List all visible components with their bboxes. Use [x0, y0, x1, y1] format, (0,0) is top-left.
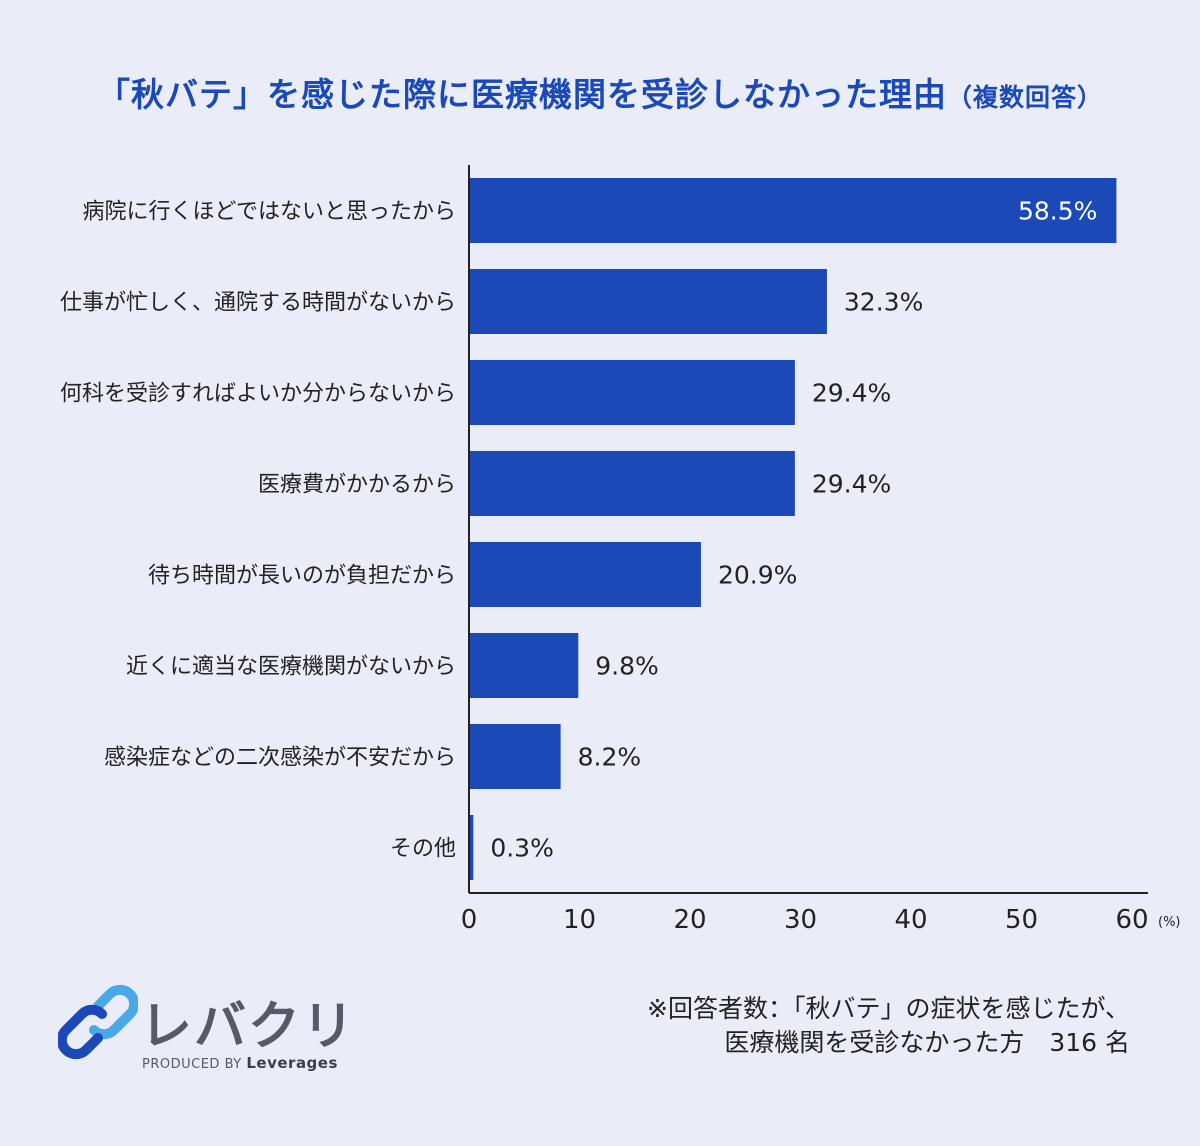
- footnote-line-1: ※回答者数：「秋バテ」の症状を感じたが、: [647, 994, 1130, 1023]
- x-tick-label: 40: [894, 905, 927, 935]
- category-label: 感染症などの二次感染が不安だから: [104, 746, 456, 771]
- data-label: 20.9%: [718, 561, 797, 590]
- chart-title-sub: （複数回答）: [946, 83, 1103, 112]
- data-label: 8.2%: [578, 743, 642, 772]
- category-label: 近くに適当な医療機関がないから: [126, 655, 456, 680]
- brand-logo: レバクリ PRODUCED BY Leverages: [58, 982, 358, 1082]
- x-tick-label: 0: [461, 905, 478, 935]
- x-tick-label: 20: [673, 905, 706, 935]
- category-label: 待ち時間が長いのが負担だから: [148, 564, 456, 589]
- category-label: 仕事が忙しく、通院する時間がないから: [60, 291, 456, 316]
- data-label: 29.4%: [812, 379, 891, 408]
- brand-name: レバクリ: [140, 997, 357, 1057]
- bar: [470, 815, 474, 880]
- category-label: 医療費がかかるから: [258, 473, 456, 498]
- bar: [470, 633, 579, 698]
- bar: [470, 178, 1117, 243]
- x-tick-label: 10: [563, 905, 596, 935]
- chart-title: 「秋バテ」を感じた際に医療機関を受診しなかった理由（複数回答）: [0, 68, 1200, 116]
- bar: [470, 724, 561, 789]
- company-name: Leverages: [246, 1054, 338, 1072]
- data-label: 58.5%: [1018, 197, 1097, 226]
- category-label: その他: [390, 837, 456, 862]
- x-axis-unit: (%): [1158, 915, 1181, 930]
- category-label: 何科を受診すればよいか分からないから: [60, 382, 456, 407]
- x-tick-label: 50: [1005, 905, 1038, 935]
- data-label: 9.8%: [595, 652, 659, 681]
- chain-link-icon: [58, 984, 138, 1060]
- footnote-line-2: 医療機関を受診なかった方 316 名: [724, 1028, 1130, 1057]
- bar: [470, 451, 795, 516]
- data-label: 0.3%: [490, 834, 554, 863]
- bar: [470, 269, 827, 334]
- data-label: 32.3%: [844, 288, 923, 317]
- produced-by-label: PRODUCED BY: [142, 1057, 242, 1072]
- bar: [470, 360, 795, 425]
- footnote: ※回答者数：「秋バテ」の症状を感じたが、 医療機関を受診なかった方 316 名: [647, 992, 1130, 1060]
- x-tick-label: 60: [1115, 905, 1148, 935]
- data-label: 29.4%: [812, 470, 891, 499]
- bar-chart: 病院に行くほどではないと思ったから 58.5% 仕事が忙しく、通院する時間がないから…: [60, 165, 1181, 935]
- chart-title-main: 「秋バテ」を感じた際に医療機関を受診しなかった理由: [96, 75, 947, 114]
- brand-tagline: PRODUCED BY Leverages: [142, 1054, 338, 1072]
- bar: [470, 542, 701, 607]
- category-label: 病院に行くほどではないと思ったから: [82, 200, 456, 225]
- x-tick-label: 30: [784, 905, 817, 935]
